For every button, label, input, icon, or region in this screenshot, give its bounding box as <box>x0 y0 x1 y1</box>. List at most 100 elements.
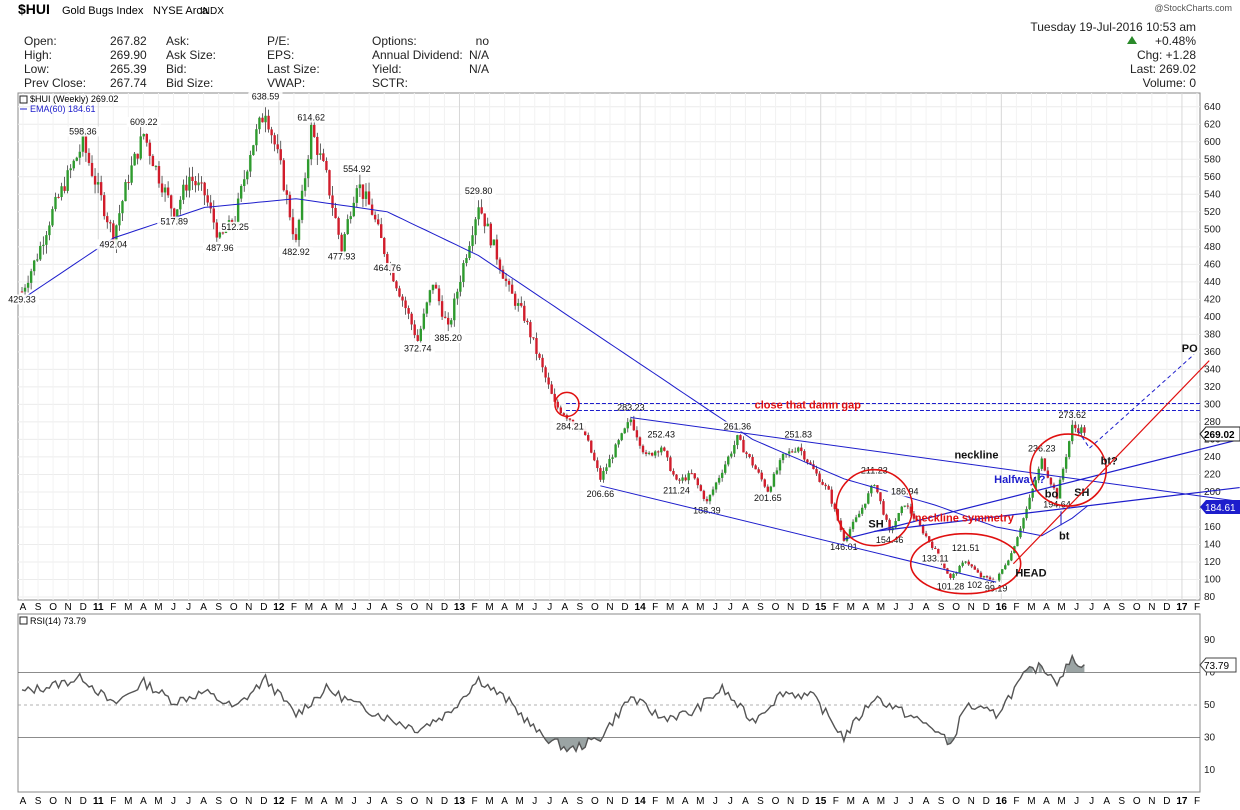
stat-label: Options: <box>372 34 417 48</box>
x-tick-label: 17 <box>1176 602 1188 613</box>
ema-line <box>21 198 1088 537</box>
candle-body <box>985 576 989 578</box>
x-tick-label: M <box>516 602 524 613</box>
candle-body <box>504 278 508 281</box>
x-tick-label: M <box>305 796 313 807</box>
candle-body <box>121 201 124 214</box>
candle-body <box>66 170 69 191</box>
x-tick-label: A <box>381 602 388 613</box>
y-tick-label: 100 <box>1204 574 1221 585</box>
candle-body <box>924 533 928 537</box>
price-y-axis: 8010012014016018020022024026028030032034… <box>1204 102 1221 603</box>
candle-body <box>976 569 980 573</box>
y-tick-label: 80 <box>1204 592 1216 603</box>
candle-body <box>431 284 435 291</box>
x-tick-label: D <box>621 602 628 613</box>
candle-body <box>407 308 410 314</box>
x-tick-label: A <box>562 602 569 613</box>
candle-body <box>952 573 955 578</box>
projection-line-start <box>1077 430 1090 449</box>
stat-value: 267.82 <box>110 34 147 48</box>
price-label: 429.33 <box>8 294 36 304</box>
candle-body <box>453 298 456 321</box>
price-label: 252.43 <box>648 429 676 439</box>
x-tick-label: M <box>696 602 704 613</box>
stat-label: Last Size: <box>267 62 320 76</box>
x-tick-label: J <box>1089 796 1094 807</box>
candle-body <box>583 428 587 436</box>
candle-body <box>20 291 24 293</box>
candle-body <box>1046 470 1050 478</box>
candle-body <box>1064 457 1068 469</box>
x-tick-label: O <box>230 796 238 807</box>
x-tick-label: M <box>485 796 493 807</box>
y-tick-label: 580 <box>1204 154 1221 165</box>
candle-body <box>398 288 401 297</box>
price-label-bg <box>1055 410 1090 421</box>
quote-stats: Open: 267.82 High: 269.90 Low: 265.39 Prev Clo… <box>24 34 489 90</box>
candle-body <box>827 486 830 490</box>
ema-price-tag: 184.61 <box>1200 500 1240 514</box>
price-label-bg <box>324 251 359 262</box>
x-tick-label: M <box>154 602 162 613</box>
candle-body <box>404 300 407 309</box>
x-tick-label: S <box>1118 796 1125 807</box>
candle-body <box>154 166 158 168</box>
x-tick-label: O <box>591 602 599 613</box>
candle-body <box>806 459 809 463</box>
candle-body <box>979 572 983 578</box>
stat-value: 267.74 <box>110 76 147 90</box>
candle-body <box>32 260 36 272</box>
price-label: 517.89 <box>160 217 188 227</box>
price-label-bg <box>583 488 618 499</box>
stat-label: Ask Size: <box>166 48 216 62</box>
candle-body <box>401 296 404 301</box>
candle-body <box>334 207 337 219</box>
x-tick-label: F <box>1194 602 1200 613</box>
x-tick-label: F <box>291 602 297 613</box>
price-label-bg <box>431 332 466 343</box>
candle-body <box>288 194 292 218</box>
price-label: 284.21 <box>556 421 584 431</box>
candle-body <box>1040 458 1043 469</box>
symbol[interactable]: $HUI <box>18 1 50 17</box>
candle-body <box>608 458 611 468</box>
candle-body <box>547 377 550 385</box>
price-label-bg <box>157 216 192 227</box>
candle-body <box>516 303 520 306</box>
candle-body <box>596 460 599 469</box>
candle-body <box>416 335 419 341</box>
x-tick-label: A <box>863 602 870 613</box>
candle-body <box>1043 458 1047 471</box>
candle-body <box>553 393 556 402</box>
candle-body <box>949 573 952 578</box>
candle-body <box>212 208 215 223</box>
price-label: 492.04 <box>100 239 128 249</box>
candle-body <box>690 473 693 475</box>
x-tick-label: A <box>1043 796 1050 807</box>
candle-body <box>763 479 766 487</box>
rsi-value-tag: 73.79 <box>1199 657 1237 673</box>
x-tick-label: D <box>983 796 990 807</box>
last-price-tag: 269.02 <box>1199 426 1240 442</box>
x-tick-label: M <box>485 602 493 613</box>
candle-body <box>386 254 389 267</box>
candle-body <box>465 258 468 264</box>
candle-body <box>879 492 882 502</box>
price-label-bg <box>750 493 785 504</box>
x-tick-label: S <box>757 796 764 807</box>
candle-body <box>781 453 785 461</box>
candle-body <box>209 202 212 209</box>
x-tick-label: F <box>652 602 658 613</box>
x-tick-label: M <box>847 602 855 613</box>
stat-value: no <box>476 34 490 48</box>
x-tick-label: J <box>171 796 176 807</box>
candle-body <box>72 160 75 169</box>
candle-body <box>1019 528 1022 538</box>
instrument-type: INDX <box>200 6 224 17</box>
candle-body <box>864 503 867 508</box>
candle-body <box>109 222 112 224</box>
candle-body <box>903 505 907 507</box>
candle-body <box>69 168 72 171</box>
candle-body <box>730 453 733 457</box>
